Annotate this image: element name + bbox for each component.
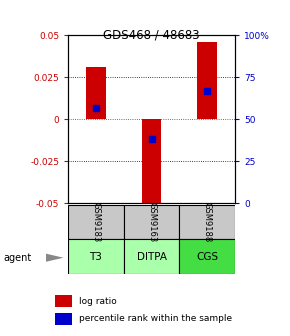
Point [149, 137, 154, 142]
Text: DITPA: DITPA [137, 252, 166, 262]
Point [205, 88, 209, 93]
Bar [179, 239, 235, 274]
Bar [197, 42, 217, 119]
Bar [124, 205, 179, 239]
Bar [68, 239, 124, 274]
Bar [86, 67, 106, 119]
Text: log ratio: log ratio [79, 297, 117, 305]
Text: GSM9163: GSM9163 [147, 202, 156, 242]
Text: GDS468 / 48683: GDS468 / 48683 [103, 29, 200, 42]
Bar [68, 205, 124, 239]
Text: GSM9183: GSM9183 [91, 202, 100, 242]
Text: GSM9188: GSM9188 [203, 202, 212, 242]
Text: percentile rank within the sample: percentile rank within the sample [79, 314, 232, 323]
Bar [55, 313, 72, 325]
Text: T3: T3 [90, 252, 102, 262]
Bar [179, 205, 235, 239]
Bar [55, 295, 72, 307]
Polygon shape [46, 254, 64, 262]
Text: agent: agent [3, 253, 31, 263]
Text: CGS: CGS [196, 252, 218, 262]
Point [94, 105, 98, 110]
Bar [124, 239, 179, 274]
Bar [142, 119, 161, 215]
